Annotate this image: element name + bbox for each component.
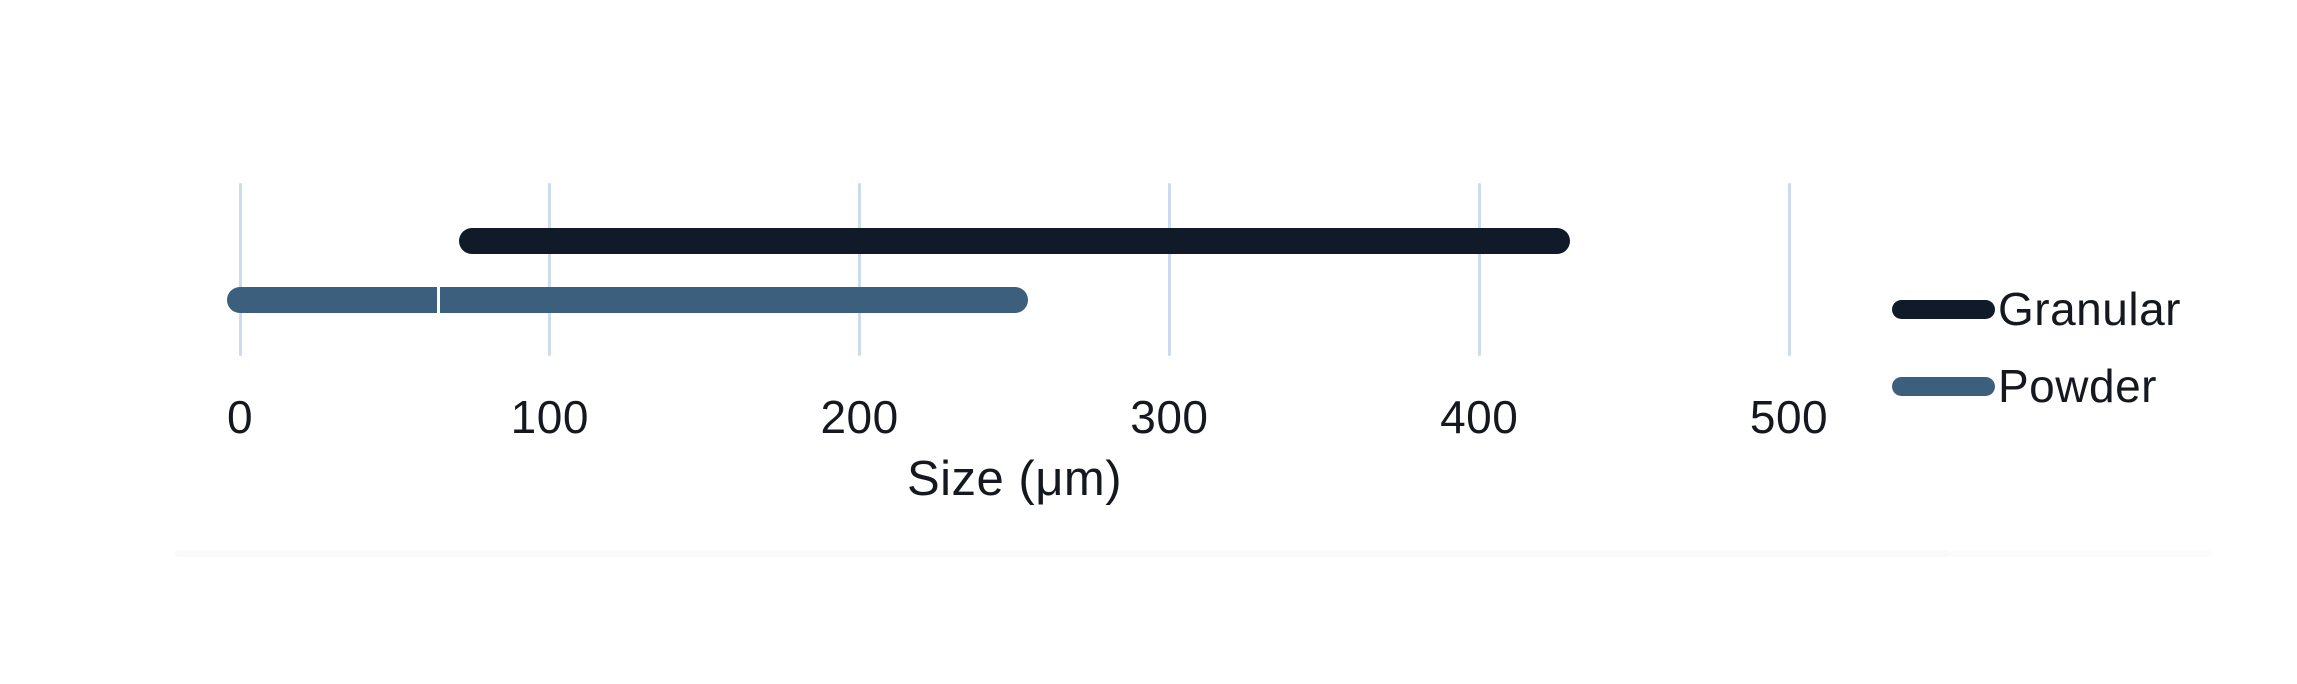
bar-segment-divider-powder (436, 287, 440, 313)
gridline-400 (1477, 183, 1481, 356)
x-tick-label-500: 500 (1749, 391, 1829, 443)
legend-swatch-powder (1892, 376, 1995, 396)
gridline-0 (238, 183, 242, 356)
gridline-100 (548, 183, 552, 356)
legend-row-granular: Granular (1892, 286, 2181, 332)
bar-powder (227, 287, 1028, 313)
gridline-300 (1167, 183, 1171, 356)
gridline-500 (1787, 183, 1791, 356)
legend-label-powder: Powder (1998, 360, 2157, 412)
x-tick-label-100: 100 (510, 391, 589, 443)
bar-granular (459, 228, 1570, 254)
x-axis-title: Size (μm) (906, 452, 1123, 506)
x-tick-label-400: 400 (1440, 391, 1519, 443)
x-tick-label-200: 200 (820, 391, 899, 443)
x-tick-label-0: 0 (226, 391, 254, 443)
legend-label-granular: Granular (1998, 283, 2181, 335)
gridline-200 (858, 183, 862, 356)
legend-row-powder: Powder (1892, 363, 2157, 409)
bottom-divider-line-faint (1950, 550, 2212, 557)
x-tick-label-300: 300 (1130, 391, 1209, 443)
legend-swatch-granular (1892, 299, 1995, 319)
bottom-divider-line (175, 550, 1950, 557)
